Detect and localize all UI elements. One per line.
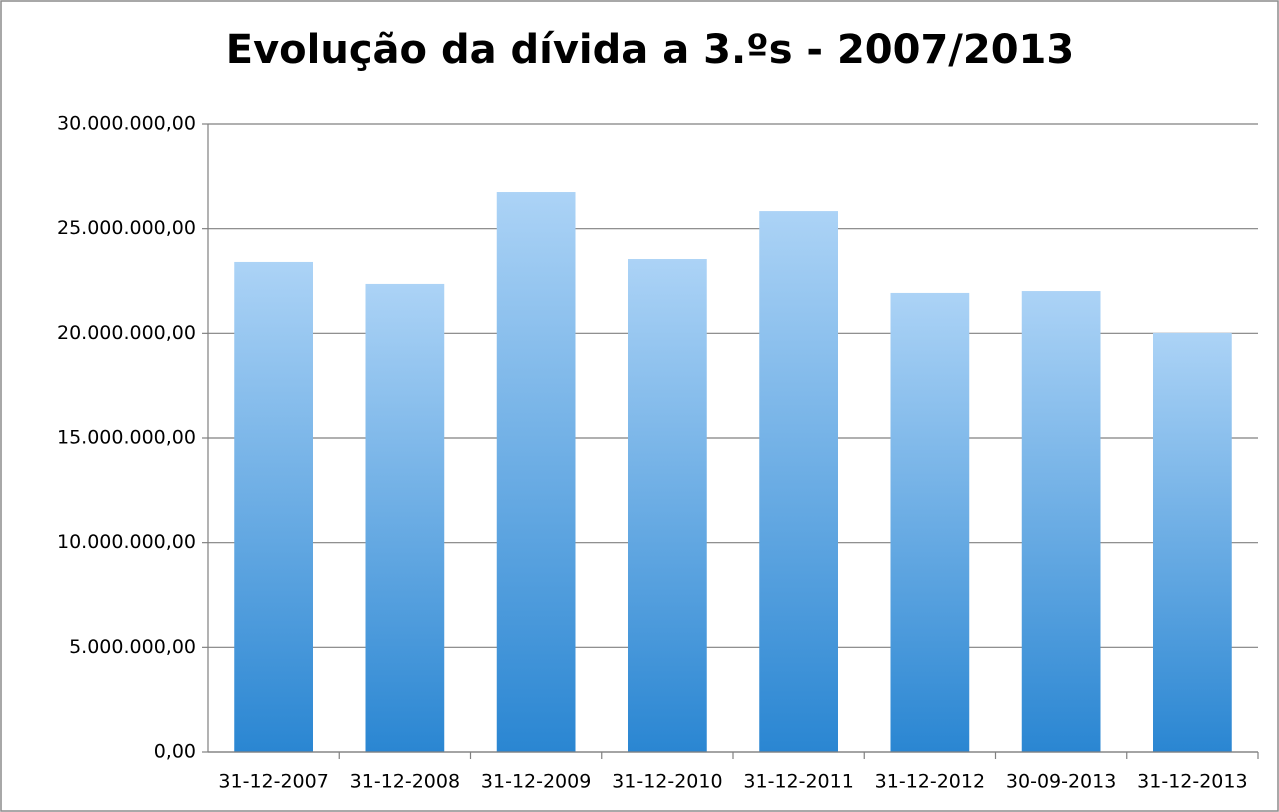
x-tick-label: 31-12-2009 [481,771,591,793]
y-tick-label: 15.000.000,00 [57,427,196,449]
bar [365,283,445,752]
bar [628,259,707,752]
y-tick-label: 5.000.000,00 [69,636,196,658]
x-tick-label: 30-09-2013 [1006,771,1116,793]
bar [890,292,970,752]
y-tick-label: 10.000.000,00 [57,531,196,553]
x-tick-label: 31-12-2011 [743,771,853,793]
bar [496,192,576,753]
x-tick-label: 31-12-2013 [1137,771,1247,793]
x-tick-label: 31-12-2012 [875,771,985,793]
y-tick-label: 25.000.000,00 [57,217,196,239]
y-tick-label: 20.000.000,00 [57,322,196,344]
bar [1021,291,1101,752]
bar [1153,332,1232,752]
y-tick-label: 0,00 [154,741,196,763]
bar [234,261,313,752]
x-tick-label: 31-12-2010 [612,771,722,793]
x-tick-label: 31-12-2007 [218,771,328,793]
x-tick-label: 31-12-2008 [350,771,460,793]
chart-title: Evolução da dívida a 3.ºs - 2007/2013 [226,27,1074,73]
bar [759,211,838,753]
y-tick-label: 30.000.000,00 [57,113,196,135]
